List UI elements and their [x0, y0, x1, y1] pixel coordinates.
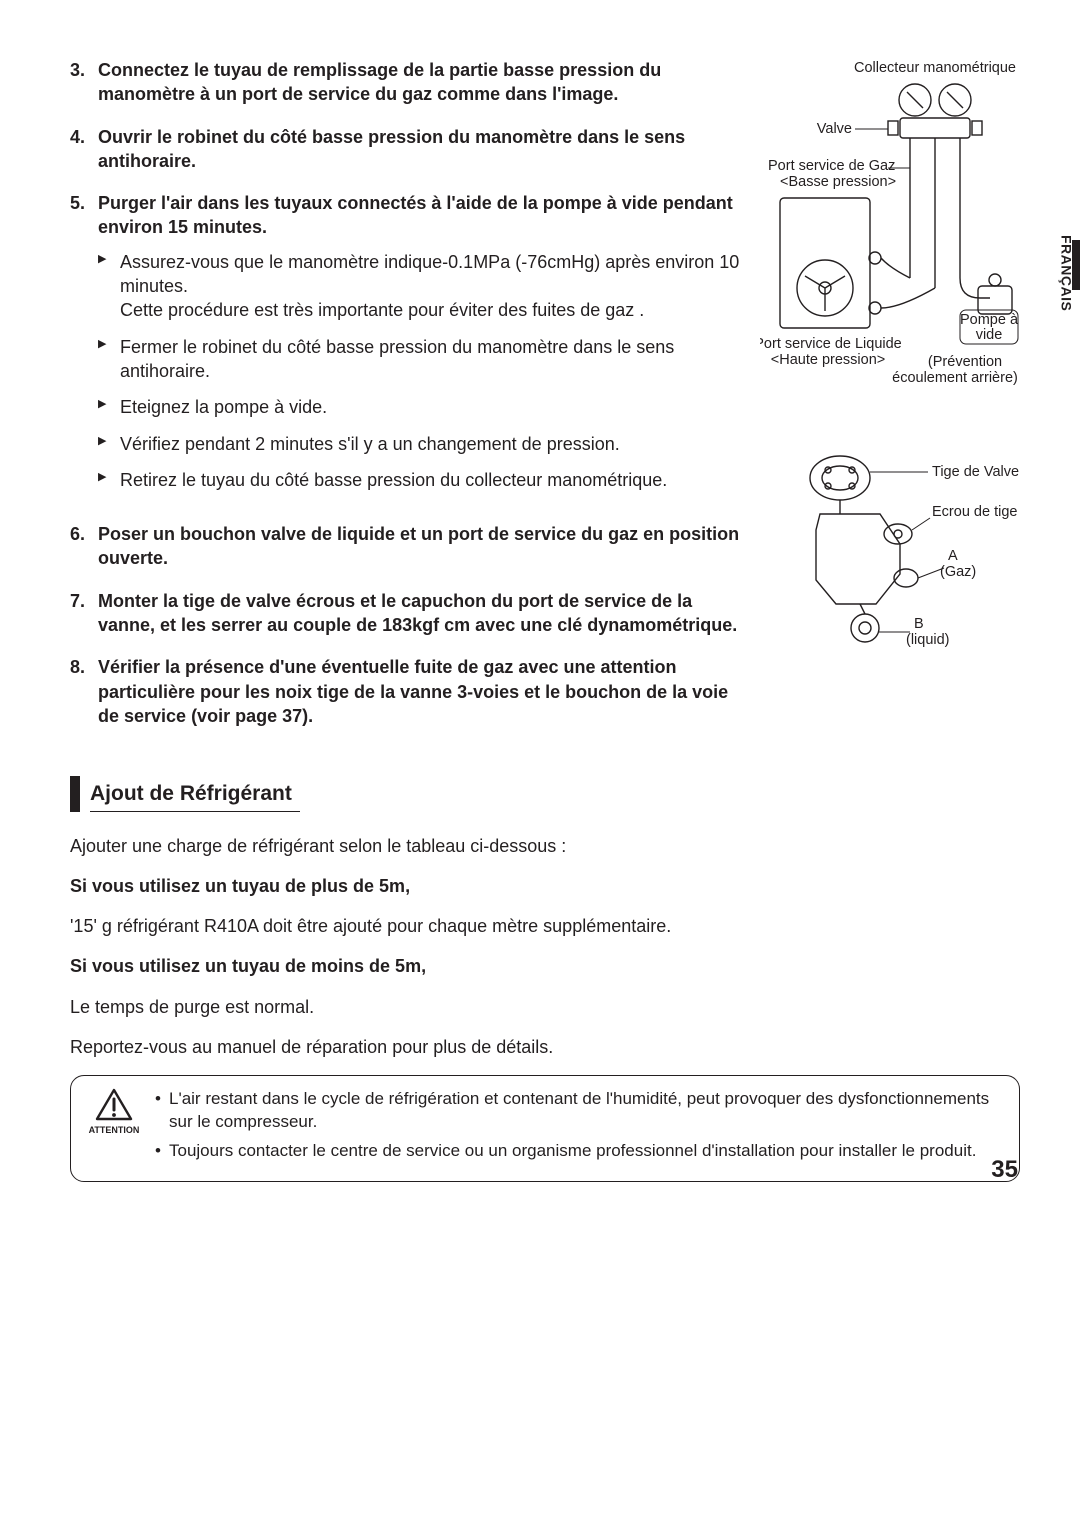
step-5-substeps: Assurez-vous que le manomètre indique-0.… — [98, 250, 742, 492]
step-4: 4. Ouvrir le robinet du côté basse press… — [70, 125, 742, 174]
substep: Vérifiez pendant 2 minutes s'il y a un c… — [98, 432, 742, 456]
warning-icon — [95, 1088, 133, 1122]
fig1-pump1: Pompe à — [960, 312, 1019, 328]
substep: Retirez le tuyau du côté basse pression … — [98, 468, 742, 492]
language-side-marker — [1072, 240, 1080, 290]
fig2-nut: Ecrou de tige — [932, 504, 1017, 520]
fig2-stem: Tige de Valve — [932, 464, 1019, 480]
step-7: 7. Monter la tige de valve écrous et le … — [70, 589, 742, 638]
fig2-B2: (liquid) — [906, 632, 950, 648]
steps-list: 3. Connectez le tuyau de remplissage de … — [70, 58, 742, 728]
step-text: Connectez le tuyau de remplissage de la … — [98, 60, 661, 104]
step-number: 8. — [70, 655, 98, 728]
fig2-A2: (Gaz) — [940, 564, 976, 580]
refrig-h2: Si vous utilisez un tuyau de moins de 5m… — [70, 954, 1020, 978]
section-title: Ajout de Réfrigérant — [90, 776, 300, 811]
step-number: 4. — [70, 125, 98, 174]
fig1-title: Collecteur manométrique — [854, 60, 1016, 76]
section-heading: Ajout de Réfrigérant — [70, 776, 1020, 811]
step-5: 5. Purger l'air dans les tuyaux connecté… — [70, 191, 742, 504]
step-text: Vérifier la présence d'une éventuelle fu… — [98, 657, 728, 726]
attention-item: Toujours contacter le centre de service … — [155, 1140, 1003, 1163]
refrig-h1: Si vous utilisez un tuyau de plus de 5m, — [70, 874, 1020, 898]
attention-icon-block: ATTENTION — [85, 1088, 143, 1169]
step-text: Poser un bouchon valve de liquide et un … — [98, 524, 739, 568]
step-number: 5. — [70, 191, 98, 504]
fig1-gas1: Port service de Gaz — [768, 158, 895, 174]
fig1-liq2: <Haute pression> — [771, 352, 885, 368]
fig1-gas2: <Basse pression> — [780, 174, 896, 190]
fig1-pump2: vide — [976, 327, 1003, 343]
instructions-column: 3. Connectez le tuyau de remplissage de … — [70, 58, 742, 746]
fig2-B1: B — [914, 616, 924, 632]
attention-list: L'air restant dans le cycle de réfrigéra… — [155, 1088, 1003, 1169]
step-number: 7. — [70, 589, 98, 638]
fig1-prev1: (Prévention — [928, 354, 1002, 370]
step-number: 3. — [70, 58, 98, 107]
attention-item: L'air restant dans le cycle de réfrigéra… — [155, 1088, 1003, 1134]
step-8: 8. Vérifier la présence d'une éventuelle… — [70, 655, 742, 728]
refrig-p2: Le temps de purge est normal. — [70, 995, 1020, 1019]
step-text: Ouvrir le robinet du côté basse pression… — [98, 127, 685, 171]
step-text: Purger l'air dans les tuyaux connectés à… — [98, 193, 733, 237]
fig1-liq1: Port service de Liquide — [760, 336, 902, 352]
refrig-p3: Reportez-vous au manuel de réparation po… — [70, 1035, 1020, 1059]
substep: Fermer le robinet du côté basse pression… — [98, 335, 742, 384]
figures-column: Collecteur manométrique Valve Port servi… — [760, 58, 1020, 746]
attention-box: ATTENTION L'air restant dans le cycle de… — [70, 1075, 1020, 1182]
fig2-A1: A — [948, 548, 958, 564]
step-6: 6. Poser un bouchon valve de liquide et … — [70, 522, 742, 571]
step-3: 3. Connectez le tuyau de remplissage de … — [70, 58, 742, 107]
heading-bar-icon — [70, 776, 80, 811]
page: FRANÇAIS 3. Connectez le tuyau de rempli… — [0, 0, 1080, 1222]
step-text: Monter la tige de valve écrous et le cap… — [98, 591, 737, 635]
refrig-intro: Ajouter une charge de réfrigérant selon … — [70, 834, 1020, 858]
attention-label: ATTENTION — [85, 1124, 143, 1136]
fig1-prev2: écoulement arrière) — [892, 370, 1018, 386]
fig1-valve: Valve — [817, 121, 852, 137]
main-columns: 3. Connectez le tuyau de remplissage de … — [70, 58, 1020, 746]
figure-manifold: Collecteur manométrique Valve Port servi… — [760, 58, 1020, 398]
step-number: 6. — [70, 522, 98, 571]
substep: Eteignez la pompe à vide. — [98, 395, 742, 419]
substep: Assurez-vous que le manomètre indique-0.… — [98, 250, 742, 323]
refrig-p1: '15' g réfrigérant R410A doit être ajout… — [70, 914, 1020, 938]
figure-valve: Tige de Valve Ecrou de tige A (Gaz) B (l… — [760, 438, 1020, 658]
page-number: 35 — [991, 1154, 1018, 1186]
